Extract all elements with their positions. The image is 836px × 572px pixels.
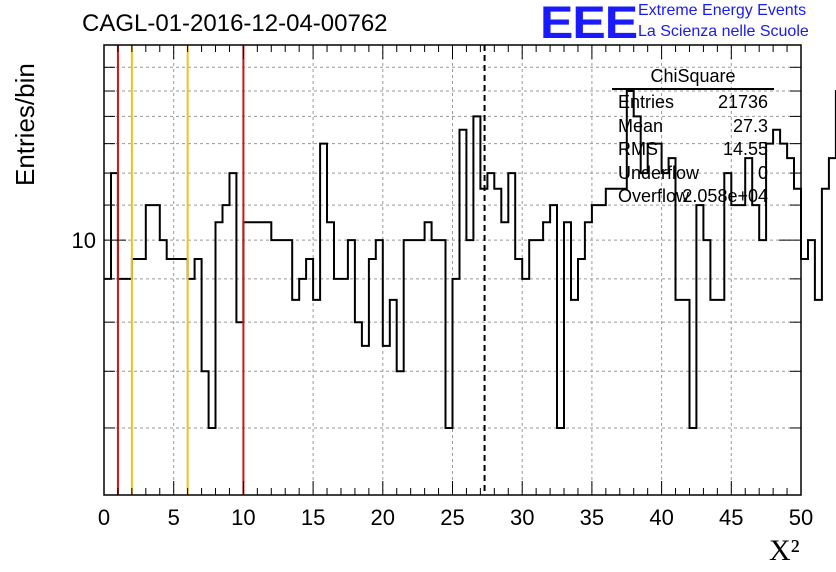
stats-value: 14.55 xyxy=(722,139,768,159)
chart-title: CAGL-01-2016-12-04-00762 xyxy=(82,10,388,37)
stats-value: 0 xyxy=(757,162,768,183)
logo-line-1: Extreme Energy Events xyxy=(638,2,807,19)
stats-value: 21736 xyxy=(717,92,768,112)
stats-row-entries: Entries 21736 xyxy=(612,92,774,116)
x-tick-label: 10 xyxy=(231,505,255,530)
x-tick-label: 5 xyxy=(168,505,180,530)
reference-lines xyxy=(116,45,486,495)
stats-box: ChiSquare Entries 21736 Mean 27.3 RMS 14… xyxy=(612,66,774,210)
x-tick-label: 35 xyxy=(580,505,604,530)
stats-row-underflow: Underflow 0 xyxy=(612,163,774,187)
histogram-outline xyxy=(104,90,836,429)
x-tick-label: 50 xyxy=(789,505,813,530)
stats-title: ChiSquare xyxy=(612,66,774,90)
axis-tick-labels: 0 5 10 15 20 25 30 35 40 45 50 10 xyxy=(72,228,814,530)
stats-row-overflow: Overflow 2.058e+04 xyxy=(612,186,774,210)
stats-row-rms: RMS 14.55 xyxy=(612,139,774,163)
stats-key: Mean xyxy=(618,115,664,136)
x-tick-label: 40 xyxy=(649,505,673,530)
stats-value: 27.3 xyxy=(732,115,768,136)
stats-key: Underflow xyxy=(618,162,700,183)
stats-key: RMS xyxy=(618,139,658,159)
x-tick-label: 15 xyxy=(301,505,325,530)
x-tick-label: 0 xyxy=(98,505,110,530)
x-axis-label: Χ² xyxy=(769,534,800,567)
x-tick-label: 30 xyxy=(510,505,534,530)
y-axis-label: Entries/bin xyxy=(10,63,40,186)
histogram-series xyxy=(104,90,836,429)
y-tick-label: 10 xyxy=(72,228,96,253)
stats-key: Entries xyxy=(618,92,675,112)
stats-row-mean: Mean 27.3 xyxy=(612,116,774,140)
x-tick-label: 45 xyxy=(719,505,743,530)
x-tick-label: 20 xyxy=(371,505,395,530)
logo-line-2: La Scienza nelle Scuole xyxy=(638,23,809,40)
x-tick-label: 25 xyxy=(440,505,464,530)
eee-logo: EEE xyxy=(540,0,638,48)
stats-key: Overflow xyxy=(618,186,690,206)
stats-value: 2.058e+04 xyxy=(682,186,768,206)
axis-ticks xyxy=(103,44,802,496)
